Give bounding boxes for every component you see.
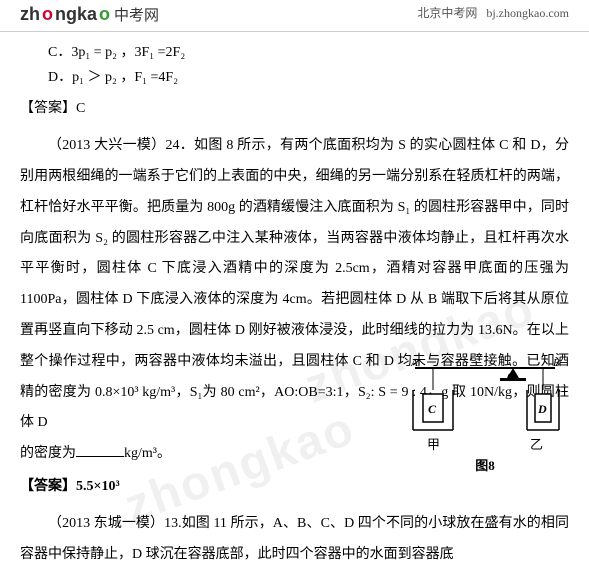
answer-1: 【答案】C: [20, 94, 569, 125]
figure-svg: A B O C D: [405, 358, 565, 436]
figure-container-labels: 甲 乙: [405, 434, 565, 453]
logo-green-o: o: [99, 4, 110, 25]
logo-text-pre: zh: [20, 4, 40, 25]
page-header: zhongkao 中考网 北京中考网 bj.zhongkao.com: [0, 0, 589, 32]
site-url: bj.zhongkao.com: [486, 6, 569, 20]
label-d: D: [537, 402, 547, 416]
label-b: B: [553, 358, 560, 369]
answer-2: 【答案】5.5×10³: [20, 472, 569, 503]
last-pre: 的密度为: [20, 446, 76, 461]
answer-2-text: 【答案】5.5×10³: [20, 479, 120, 494]
label-yi: 乙: [530, 434, 543, 453]
content: C．3p₁ = p₂ ，3F₁ =2F₂ D．p₁ ＞ p₂ ，F₁ =4F₂ …: [0, 32, 589, 570]
label-a: A: [410, 358, 418, 369]
figure-caption: 图8: [405, 455, 565, 474]
last-post: kg/m³。: [124, 446, 171, 461]
logo-cn: 中考网: [114, 4, 159, 25]
logo-text-mid: ngka: [55, 4, 97, 25]
blank-field: [76, 443, 124, 457]
logo-red-o: o: [42, 4, 53, 25]
option-d: D．p₁ ＞ p₂ ，F₁ =4F₂: [48, 65, 569, 90]
figure-8: A B O C D 甲 乙 图8: [405, 358, 565, 474]
label-c: C: [428, 402, 437, 416]
option-c: C．3p₁ = p₂ ，3F₁ =2F₂: [48, 40, 569, 65]
logo: zhongkao 中考网: [20, 4, 159, 25]
bottom-problem: （2013 东城一模）13.如图 11 所示，A、B、C、D 四个不同的小球放在…: [20, 509, 569, 570]
label-jia: 甲: [427, 434, 440, 453]
site-name: 北京中考网: [417, 6, 477, 20]
header-right: 北京中考网 bj.zhongkao.com: [417, 4, 569, 21]
